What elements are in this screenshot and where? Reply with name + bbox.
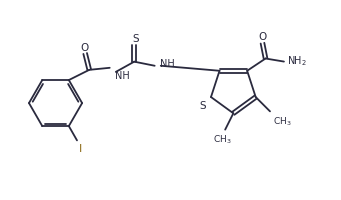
Text: I: I (79, 144, 82, 154)
Text: CH$_3$: CH$_3$ (273, 115, 292, 128)
Text: NH$_2$: NH$_2$ (287, 55, 307, 68)
Text: O: O (80, 43, 88, 53)
Text: S: S (199, 101, 206, 111)
Text: O: O (258, 32, 267, 42)
Text: NH: NH (160, 59, 175, 69)
Text: CH$_3$: CH$_3$ (213, 134, 232, 146)
Text: S: S (132, 34, 138, 44)
Text: NH: NH (115, 71, 130, 81)
